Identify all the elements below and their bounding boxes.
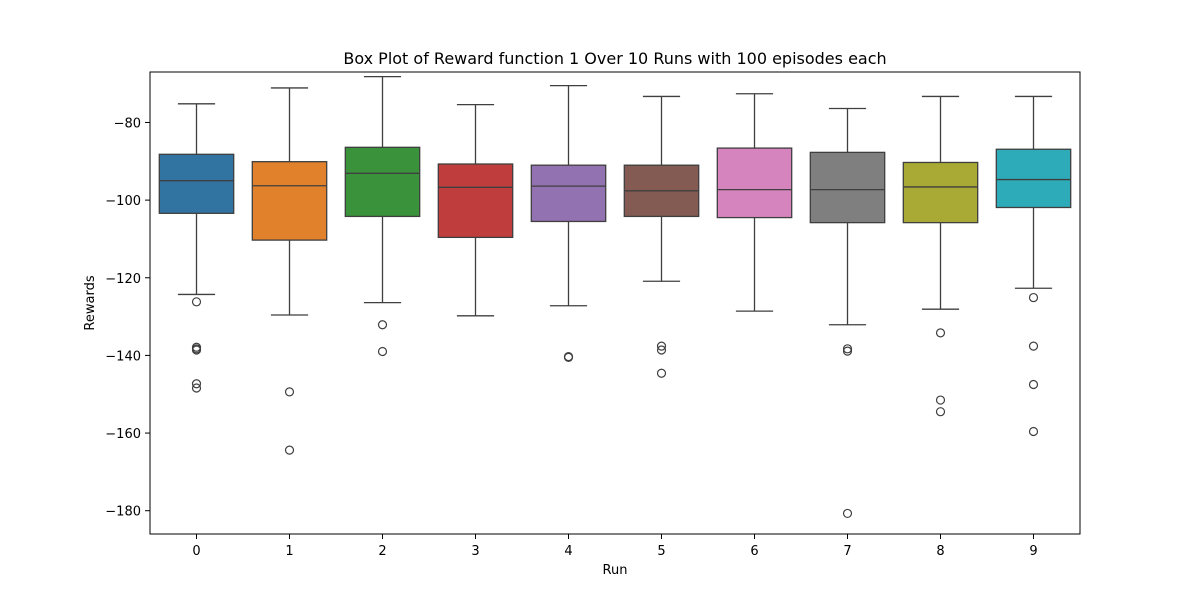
box-iqr xyxy=(530,164,607,223)
box-iqr xyxy=(437,163,514,239)
outlier-point xyxy=(284,387,295,397)
x-tick-label: 7 xyxy=(843,544,851,559)
box-run-8 xyxy=(902,95,979,417)
outlier-point xyxy=(563,352,574,362)
outlier-point xyxy=(656,341,667,351)
outlier-point xyxy=(191,379,202,389)
box-run-4 xyxy=(530,84,607,362)
outlier-point xyxy=(935,395,946,405)
y-tick-label: −100 xyxy=(105,194,141,209)
outlier-point xyxy=(191,383,202,393)
y-tick-label: −80 xyxy=(114,116,141,131)
x-tick-label: 6 xyxy=(750,544,758,559)
x-tick-label: 2 xyxy=(378,544,386,559)
box-run-1 xyxy=(251,87,328,455)
chart-title: Box Plot of Reward function 1 Over 10 Ru… xyxy=(343,49,886,68)
outlier-point xyxy=(1028,341,1039,351)
outlier-point xyxy=(1028,292,1039,303)
outlier-point xyxy=(656,368,667,378)
outlier-point xyxy=(1028,426,1039,437)
box-run-2 xyxy=(344,76,421,357)
box-run-0 xyxy=(158,103,235,393)
y-tick-label: −180 xyxy=(105,505,141,520)
x-tick-label: 0 xyxy=(192,544,200,559)
y-tick-label: −160 xyxy=(105,427,141,442)
box-iqr xyxy=(995,148,1072,209)
outlier-point xyxy=(842,346,853,356)
x-tick-label: 4 xyxy=(564,544,572,559)
x-axis-label: Run xyxy=(603,563,628,578)
box-run-7 xyxy=(809,107,886,519)
box-iqr xyxy=(809,151,886,224)
outlier-point xyxy=(284,445,295,455)
box-iqr xyxy=(902,161,979,224)
y-tick-label: −140 xyxy=(105,349,141,364)
outlier-point xyxy=(377,320,388,330)
outlier-point xyxy=(842,344,853,354)
box-run-6 xyxy=(716,93,793,312)
box-iqr xyxy=(158,153,235,214)
outlier-point xyxy=(935,328,946,338)
x-tick-label: 5 xyxy=(657,544,665,559)
box-iqr xyxy=(251,161,328,241)
outlier-point xyxy=(656,345,667,355)
x-tick-label: 9 xyxy=(1029,544,1037,559)
box-iqr xyxy=(716,147,793,219)
box-run-9 xyxy=(995,95,1072,437)
outlier-point xyxy=(1028,379,1039,390)
box-group xyxy=(158,76,1072,519)
x-axis: 0 1 2 3 4 5 6 7 8 9 xyxy=(192,534,1038,559)
y-axis-label: Rewards xyxy=(83,275,98,330)
box-run-3 xyxy=(437,103,514,317)
outlier-point xyxy=(377,346,388,357)
x-tick-label: 3 xyxy=(471,544,479,559)
plot-frame xyxy=(149,71,1081,535)
outlier-point xyxy=(935,407,946,417)
x-tick-label: 8 xyxy=(936,544,944,559)
x-tick-label: 1 xyxy=(285,544,293,559)
y-tick-label: −120 xyxy=(105,272,141,287)
y-axis: −80 −100 −120 −140 −160 −180 xyxy=(105,116,150,520)
outlier-point xyxy=(842,508,853,519)
box-run-5 xyxy=(623,95,700,378)
outlier-point xyxy=(191,345,202,355)
box-iqr xyxy=(344,146,421,218)
outlier-point xyxy=(191,297,202,307)
